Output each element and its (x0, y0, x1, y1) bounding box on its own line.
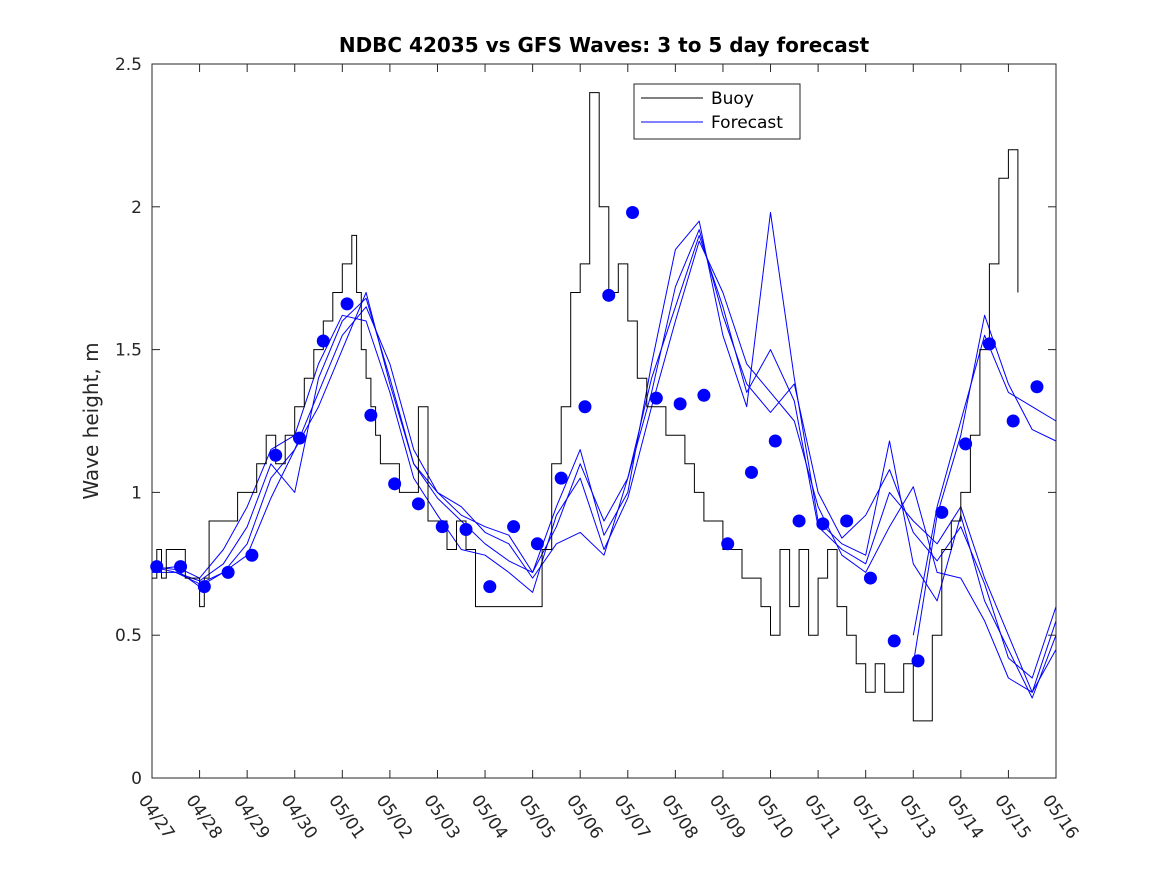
forecast-marker (174, 560, 188, 574)
y-tick-label: 2.5 (115, 55, 142, 75)
forecast-marker (340, 297, 354, 311)
forecast-marker (388, 477, 402, 491)
forecast-marker (887, 634, 901, 648)
forecast-series-2 (152, 212, 1057, 699)
forecast-marker (649, 391, 663, 405)
forecast-marker (292, 431, 306, 445)
forecast-tail-series-1 (912, 334, 1057, 636)
forecast-marker (221, 565, 235, 579)
y-axis-label: Wave height, m (79, 342, 103, 499)
forecast-marker (364, 408, 378, 422)
forecast-marker (197, 580, 211, 594)
forecast-marker (150, 560, 164, 574)
forecast-marker (316, 334, 330, 348)
forecast-marker (245, 548, 259, 562)
forecast-marker (483, 580, 497, 594)
y-tick-label: 1.5 (115, 341, 142, 361)
legend: Buoy Forecast (633, 83, 801, 140)
forecast-marker (1030, 380, 1044, 394)
y-tick-label: 2 (131, 198, 142, 218)
forecast-marker (744, 465, 758, 479)
forecast-marker (1006, 414, 1020, 428)
forecast-marker (269, 448, 283, 462)
forecast-marker (768, 434, 782, 448)
forecast-marker (673, 397, 687, 411)
forecast-marker (935, 505, 949, 519)
chart-title: NDBC 42035 vs GFS Waves: 3 to 5 day fore… (339, 33, 870, 57)
forecast-marker (602, 288, 616, 302)
forecast-marker (626, 206, 640, 220)
y-tick-label: 0.5 (115, 626, 142, 646)
forecast-marker (554, 471, 568, 485)
legend-forecast-label: Forecast (711, 113, 783, 133)
forecast-marker (840, 514, 854, 528)
forecast-series-3 (151, 240, 1057, 693)
forecast-marker (982, 337, 996, 351)
y-tick-label: 0 (131, 769, 142, 789)
forecast-marker (959, 437, 973, 451)
forecast-marker (863, 571, 877, 585)
forecast-marker (411, 497, 425, 511)
forecast-marker (911, 654, 925, 668)
buoy-series (152, 92, 1019, 722)
forecast-marker (792, 514, 806, 528)
forecast-marker (530, 537, 544, 551)
legend-buoy-label: Buoy (711, 89, 754, 109)
forecast-marker (435, 520, 449, 534)
forecast-marker (578, 400, 592, 414)
forecast-marker (697, 388, 711, 402)
forecast-marker (507, 520, 521, 534)
forecast-marker (721, 537, 735, 551)
forecast-marker (816, 517, 830, 531)
forecast-marker (459, 523, 473, 537)
y-tick-label: 1 (131, 483, 142, 503)
